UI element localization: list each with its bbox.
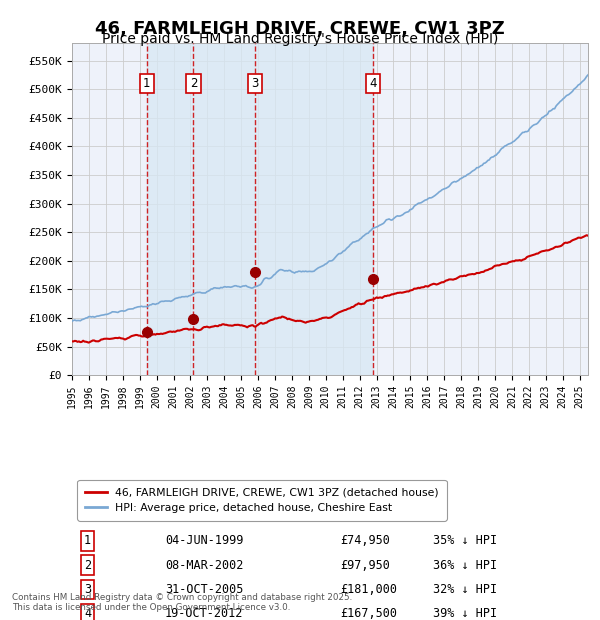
Text: 04-JUN-1999: 04-JUN-1999 — [165, 534, 243, 547]
Text: £167,500: £167,500 — [340, 607, 397, 620]
Text: 39% ↓ HPI: 39% ↓ HPI — [433, 607, 497, 620]
Text: £74,950: £74,950 — [340, 534, 390, 547]
Bar — [147, 43, 373, 375]
Text: 2: 2 — [84, 559, 91, 572]
Text: 35% ↓ HPI: 35% ↓ HPI — [433, 534, 497, 547]
Text: 4: 4 — [84, 607, 91, 620]
Text: £97,950: £97,950 — [340, 559, 390, 572]
Text: 36% ↓ HPI: 36% ↓ HPI — [433, 559, 497, 572]
Text: Price paid vs. HM Land Registry's House Price Index (HPI): Price paid vs. HM Land Registry's House … — [102, 32, 498, 46]
Text: 19-OCT-2012: 19-OCT-2012 — [165, 607, 243, 620]
Text: 08-MAR-2002: 08-MAR-2002 — [165, 559, 243, 572]
Text: 4: 4 — [370, 77, 377, 90]
Text: 1: 1 — [84, 534, 91, 547]
Text: £181,000: £181,000 — [340, 583, 397, 596]
Text: 3: 3 — [251, 77, 259, 90]
Legend: 46, FARMLEIGH DRIVE, CREWE, CW1 3PZ (detached house), HPI: Average price, detach: 46, FARMLEIGH DRIVE, CREWE, CW1 3PZ (det… — [77, 480, 446, 521]
Text: 1: 1 — [143, 77, 151, 90]
Text: 31-OCT-2005: 31-OCT-2005 — [165, 583, 243, 596]
Text: Contains HM Land Registry data © Crown copyright and database right 2025.
This d: Contains HM Land Registry data © Crown c… — [12, 593, 352, 612]
Text: 3: 3 — [84, 583, 91, 596]
Text: 2: 2 — [190, 77, 197, 90]
Text: 46, FARMLEIGH DRIVE, CREWE, CW1 3PZ: 46, FARMLEIGH DRIVE, CREWE, CW1 3PZ — [95, 20, 505, 38]
Text: 32% ↓ HPI: 32% ↓ HPI — [433, 583, 497, 596]
